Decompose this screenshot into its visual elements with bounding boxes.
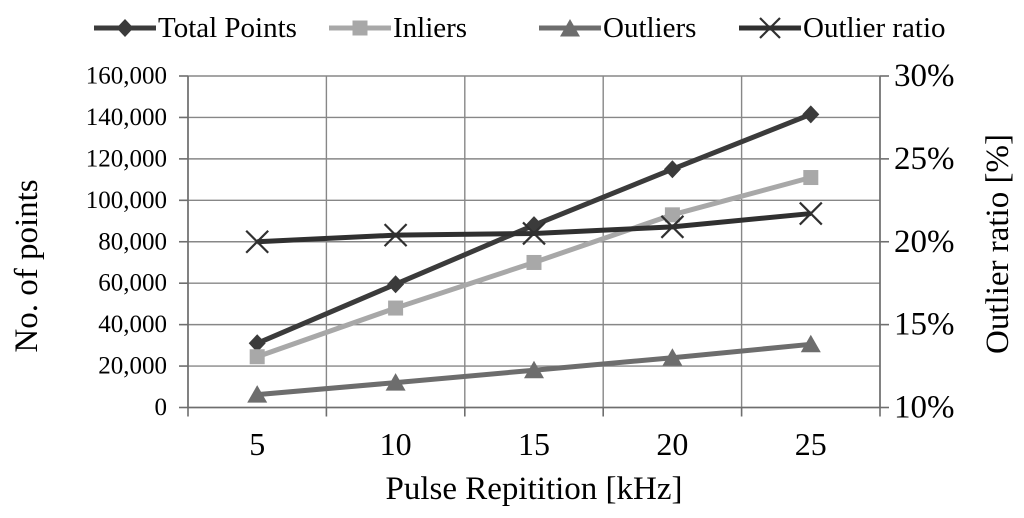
- chart-legend: Total Points Inliers Outliers Outlier ra…: [0, 6, 1024, 50]
- right-axis-tick-labels: 10% 15% 20% 25% 30%: [894, 58, 955, 426]
- right-axis-title: Outlier ratio [%]: [980, 134, 1016, 354]
- legend-label: Outliers: [603, 11, 697, 44]
- triangle-marker-icon: [539, 19, 601, 37]
- svg-text:120,000: 120,000: [86, 145, 167, 172]
- legend-item-total-points: Total Points: [93, 6, 297, 50]
- series-outliers: [247, 334, 821, 403]
- svg-text:30%: 30%: [894, 58, 955, 94]
- series-outlier-ratio: [245, 201, 823, 254]
- svg-text:25: 25: [795, 426, 827, 462]
- svg-text:10%: 10%: [894, 390, 955, 426]
- left-axis-tick-labels: 0 20,000 40,000 60,000 80,000 100,000 120,000 1…: [86, 63, 167, 422]
- legend-item-inliers: Inliers: [328, 6, 467, 50]
- series-inliers: [249, 170, 819, 365]
- svg-text:25%: 25%: [894, 141, 955, 177]
- x-axis-title: Pulse Repitition [kHz]: [386, 471, 683, 507]
- svg-text:10: 10: [380, 426, 412, 462]
- left-axis-title: No. of points: [9, 179, 45, 352]
- svg-text:100,000: 100,000: [86, 187, 167, 214]
- svg-text:20: 20: [656, 426, 688, 462]
- legend-item-outliers: Outliers: [538, 6, 696, 50]
- svg-text:5: 5: [249, 426, 265, 462]
- svg-text:0: 0: [155, 394, 168, 421]
- svg-text:15%: 15%: [894, 307, 955, 343]
- svg-text:15: 15: [518, 426, 550, 462]
- x-marker-icon: [739, 17, 801, 39]
- legend-item-outlier-ratio: Outlier ratio: [738, 6, 946, 50]
- legend-label: Outlier ratio: [803, 11, 946, 44]
- legend-label: Inliers: [393, 11, 468, 44]
- svg-text:60,000: 60,000: [98, 270, 167, 297]
- legend-label: Total Points: [158, 11, 297, 44]
- square-marker-icon: [329, 20, 391, 36]
- svg-text:40,000: 40,000: [98, 311, 167, 338]
- axes: [179, 75, 889, 417]
- svg-text:140,000: 140,000: [86, 104, 167, 131]
- svg-text:160,000: 160,000: [86, 63, 167, 90]
- svg-text:20%: 20%: [894, 224, 955, 260]
- svg-text:20,000: 20,000: [98, 353, 167, 380]
- diamond-marker-icon: [94, 19, 156, 37]
- x-axis-tick-labels: 5 10 15 20 25: [249, 426, 827, 462]
- svg-text:80,000: 80,000: [98, 228, 167, 255]
